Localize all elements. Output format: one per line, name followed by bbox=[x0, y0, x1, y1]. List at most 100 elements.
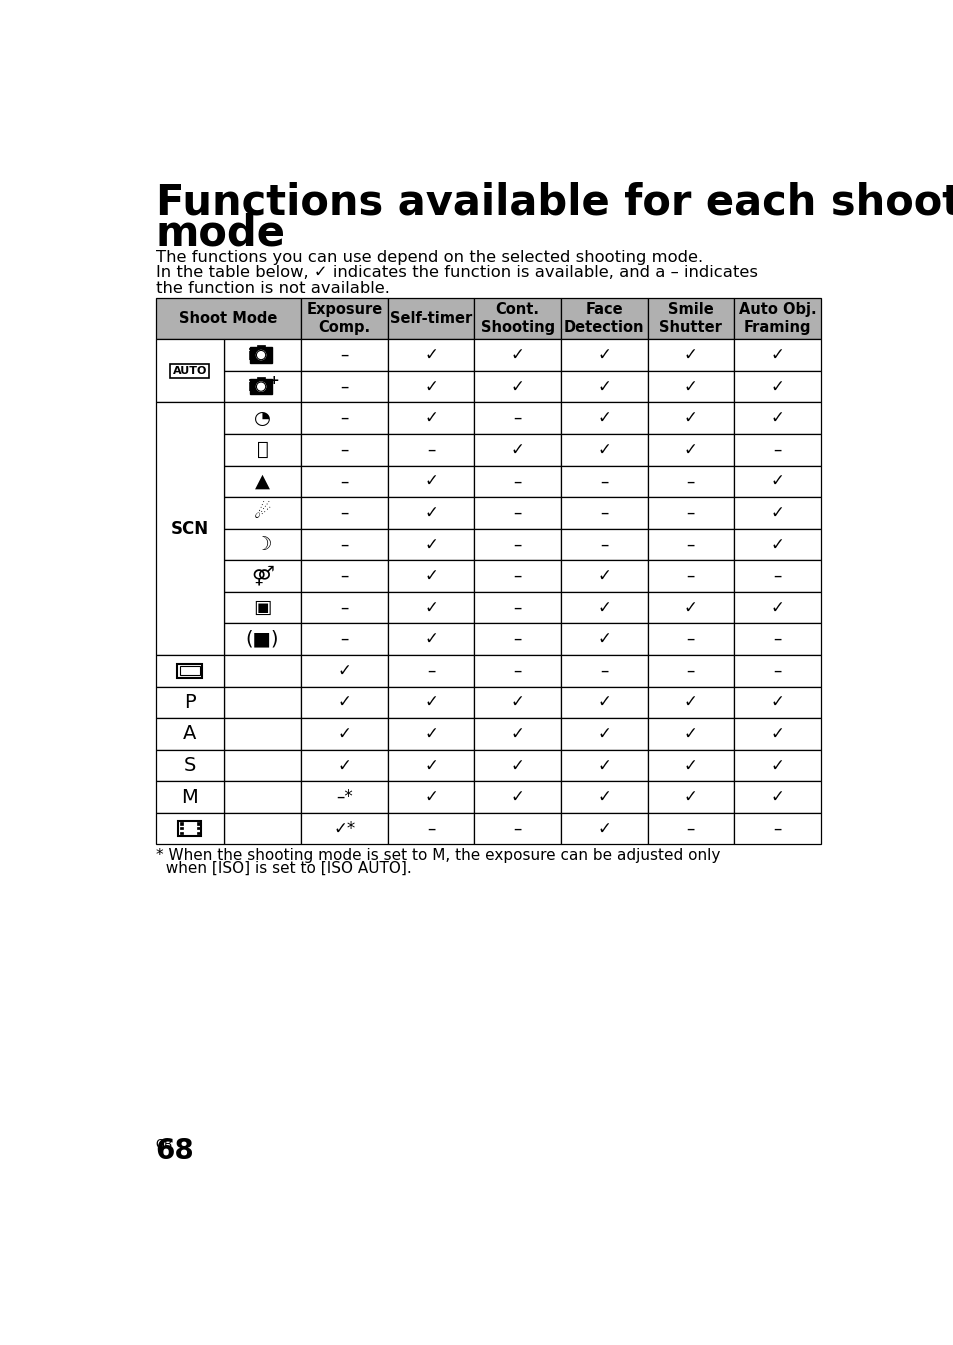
Bar bbox=[474, 529, 560, 561]
Bar bbox=[647, 561, 733, 592]
Bar bbox=[388, 655, 474, 686]
Text: when [ISO] is set to [ISO AUTO].: when [ISO] is set to [ISO AUTO]. bbox=[155, 861, 411, 876]
Bar bbox=[560, 686, 647, 718]
Bar bbox=[474, 592, 560, 623]
Bar bbox=[301, 297, 388, 339]
Text: ⛷: ⛷ bbox=[256, 440, 268, 459]
Bar bbox=[733, 623, 820, 655]
Bar bbox=[560, 402, 647, 434]
Bar bbox=[474, 686, 560, 718]
Bar bbox=[733, 718, 820, 749]
Bar bbox=[388, 402, 474, 434]
Bar bbox=[388, 781, 474, 812]
Bar bbox=[733, 297, 820, 339]
Text: –: – bbox=[686, 472, 695, 491]
Text: ✓: ✓ bbox=[683, 409, 697, 428]
Bar bbox=[177, 664, 202, 678]
Bar bbox=[196, 831, 199, 834]
Bar bbox=[224, 718, 301, 749]
Bar bbox=[647, 371, 733, 402]
Text: ✓: ✓ bbox=[597, 568, 611, 585]
Bar bbox=[560, 371, 647, 402]
Bar bbox=[155, 402, 224, 655]
Bar bbox=[178, 820, 201, 837]
Bar bbox=[474, 561, 560, 592]
Text: i: i bbox=[248, 379, 253, 394]
Circle shape bbox=[256, 351, 266, 359]
Text: ✓: ✓ bbox=[770, 409, 783, 428]
Bar bbox=[474, 371, 560, 402]
Bar bbox=[647, 781, 733, 812]
Bar bbox=[733, 402, 820, 434]
Bar bbox=[560, 812, 647, 845]
Text: ✓: ✓ bbox=[683, 788, 697, 806]
Bar bbox=[474, 434, 560, 465]
Bar bbox=[733, 686, 820, 718]
Text: ✓: ✓ bbox=[424, 756, 437, 775]
Text: ✓: ✓ bbox=[770, 535, 783, 554]
Text: 68: 68 bbox=[155, 1137, 194, 1165]
Bar bbox=[647, 655, 733, 686]
Bar bbox=[179, 831, 183, 834]
Bar bbox=[388, 561, 474, 592]
Bar bbox=[474, 812, 560, 845]
Text: –: – bbox=[686, 568, 695, 585]
Text: Shoot Mode: Shoot Mode bbox=[179, 311, 277, 325]
Bar bbox=[560, 718, 647, 749]
Text: ✓: ✓ bbox=[424, 631, 437, 648]
Text: Face
Detection: Face Detection bbox=[563, 301, 644, 335]
Bar bbox=[224, 781, 301, 812]
Text: ✓: ✓ bbox=[424, 409, 437, 428]
Text: AUTO: AUTO bbox=[172, 366, 207, 375]
Text: ✓: ✓ bbox=[424, 599, 437, 616]
Bar bbox=[560, 498, 647, 529]
Text: M: M bbox=[181, 788, 198, 807]
Bar bbox=[733, 498, 820, 529]
Text: –: – bbox=[772, 441, 781, 459]
Text: ✓: ✓ bbox=[683, 693, 697, 712]
Text: ✓: ✓ bbox=[683, 346, 697, 364]
Text: ☽: ☽ bbox=[253, 535, 271, 554]
Bar bbox=[196, 827, 199, 830]
Bar bbox=[647, 812, 733, 845]
Text: ✓: ✓ bbox=[597, 631, 611, 648]
Bar bbox=[647, 592, 733, 623]
Bar bbox=[301, 465, 388, 498]
Bar bbox=[301, 686, 388, 718]
Bar bbox=[474, 749, 560, 781]
Text: –: – bbox=[513, 662, 521, 679]
Text: ✓: ✓ bbox=[510, 378, 524, 395]
Text: i: i bbox=[248, 347, 253, 363]
Bar bbox=[560, 781, 647, 812]
Bar bbox=[224, 655, 301, 686]
Bar bbox=[647, 498, 733, 529]
Text: ✓: ✓ bbox=[424, 693, 437, 712]
Text: –: – bbox=[340, 409, 349, 428]
Bar bbox=[224, 498, 301, 529]
Text: –: – bbox=[686, 662, 695, 679]
Bar bbox=[560, 592, 647, 623]
Text: ✓: ✓ bbox=[510, 788, 524, 806]
Bar bbox=[733, 465, 820, 498]
Text: mode: mode bbox=[155, 213, 285, 256]
Text: Self-timer: Self-timer bbox=[390, 311, 472, 325]
Text: ✓: ✓ bbox=[683, 599, 697, 616]
Text: ✓: ✓ bbox=[597, 788, 611, 806]
Bar bbox=[224, 529, 301, 561]
Text: ✓: ✓ bbox=[424, 472, 437, 491]
Text: –: – bbox=[340, 378, 349, 395]
Text: ✓: ✓ bbox=[510, 441, 524, 459]
Bar bbox=[733, 749, 820, 781]
Bar bbox=[388, 686, 474, 718]
Text: –: – bbox=[340, 535, 349, 554]
Bar bbox=[388, 749, 474, 781]
Bar bbox=[301, 812, 388, 845]
Bar bbox=[560, 465, 647, 498]
Text: –*: –* bbox=[335, 788, 353, 806]
Text: –: – bbox=[513, 631, 521, 648]
Bar bbox=[301, 371, 388, 402]
Text: ✓: ✓ bbox=[510, 693, 524, 712]
Text: ✓: ✓ bbox=[597, 378, 611, 395]
Text: –: – bbox=[599, 535, 608, 554]
Bar bbox=[257, 346, 265, 348]
